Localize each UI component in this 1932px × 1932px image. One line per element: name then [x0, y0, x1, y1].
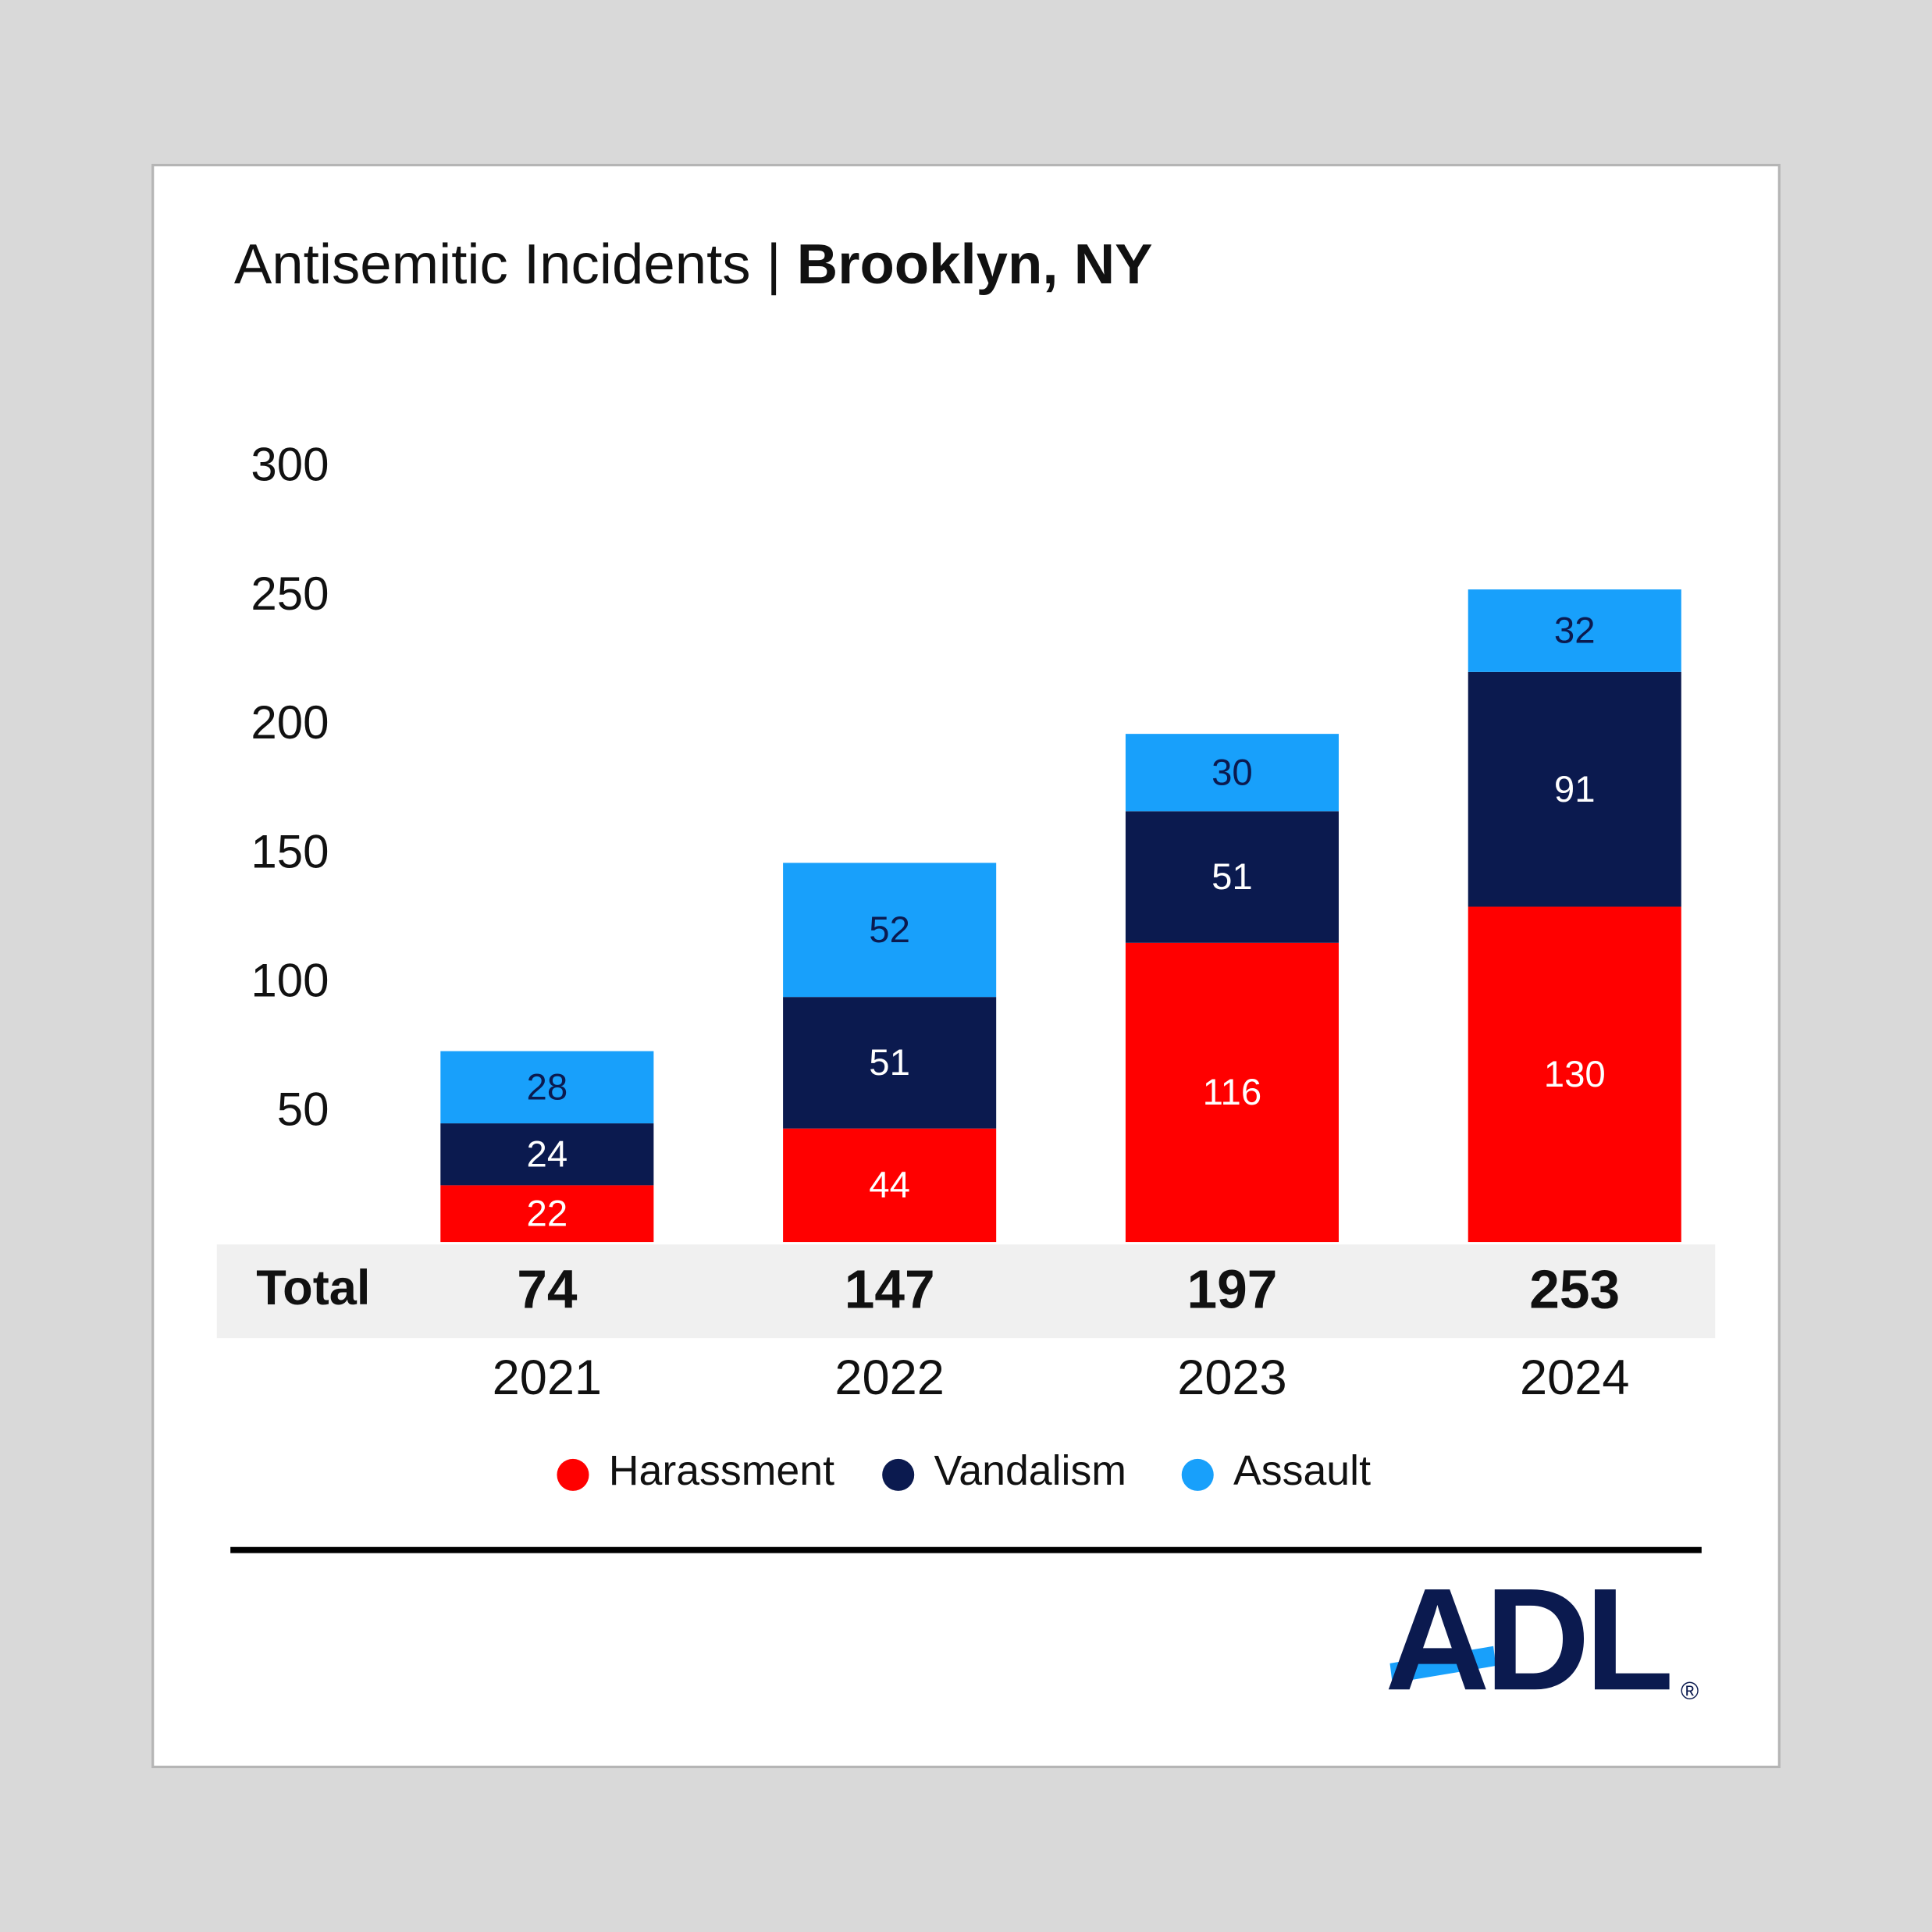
value-label: 44: [869, 1165, 910, 1206]
logo: ADL: [1385, 1558, 1670, 1720]
bar-segment: [783, 997, 997, 1129]
y-tick-label: 200: [251, 696, 329, 749]
bar-segment: [440, 1051, 654, 1124]
legend-swatch: [1181, 1458, 1214, 1491]
bar-segment: [1125, 811, 1339, 943]
totals-row: [216, 1244, 1716, 1339]
x-tick-label: 2021: [493, 1350, 602, 1405]
bar-segment: [1468, 589, 1681, 672]
value-label: 91: [1554, 769, 1596, 810]
bar-segment: [440, 1185, 654, 1243]
value-label: 116: [1203, 1072, 1261, 1113]
value-label: 28: [526, 1066, 568, 1108]
totals-label: Total: [256, 1261, 370, 1315]
logo-mark: ®: [1681, 1677, 1699, 1705]
bar-segment: [1468, 906, 1681, 1243]
total-label: 74: [517, 1259, 578, 1320]
bar-segment: [440, 1123, 654, 1186]
value-label: 51: [1212, 856, 1253, 898]
y-tick-label: 100: [251, 954, 329, 1006]
bar-segment: [783, 863, 997, 998]
title-location: Brooklyn, NY: [797, 233, 1153, 296]
y-tick-label: 300: [251, 439, 329, 491]
chart-title: Antisemitic Incidents | Brooklyn, NY: [234, 233, 1153, 296]
value-label: 30: [1212, 752, 1253, 793]
total-label: 147: [845, 1259, 935, 1320]
legend-swatch: [557, 1458, 589, 1491]
title-text: Antisemitic Incidents |: [234, 233, 781, 296]
value-label: 24: [526, 1133, 568, 1175]
x-tick-label: 2022: [834, 1350, 944, 1405]
total-label: 253: [1529, 1259, 1620, 1320]
total-label: 197: [1187, 1259, 1278, 1320]
value-label: 52: [869, 909, 910, 951]
value-label: 130: [1544, 1054, 1606, 1095]
x-tick-label: 2023: [1177, 1350, 1286, 1405]
legend-label: Harassment: [609, 1447, 834, 1494]
y-tick-label: 50: [277, 1083, 329, 1136]
bar-segment: [1468, 671, 1681, 907]
legend-label: Vandalism: [934, 1447, 1126, 1494]
value-label: 22: [526, 1193, 568, 1234]
bar-segment: [783, 1128, 997, 1243]
value-label: 32: [1554, 610, 1596, 652]
x-tick-label: 2024: [1520, 1350, 1629, 1405]
y-tick-label: 250: [251, 568, 329, 620]
bar-segment: [1125, 734, 1339, 812]
legend-label: Assault: [1233, 1447, 1371, 1494]
value-label: 51: [869, 1042, 910, 1083]
legend-swatch: [882, 1458, 915, 1491]
bar-segment: [1125, 942, 1339, 1243]
logo-stripe: [1389, 1646, 1496, 1684]
y-tick-label: 150: [251, 825, 329, 877]
